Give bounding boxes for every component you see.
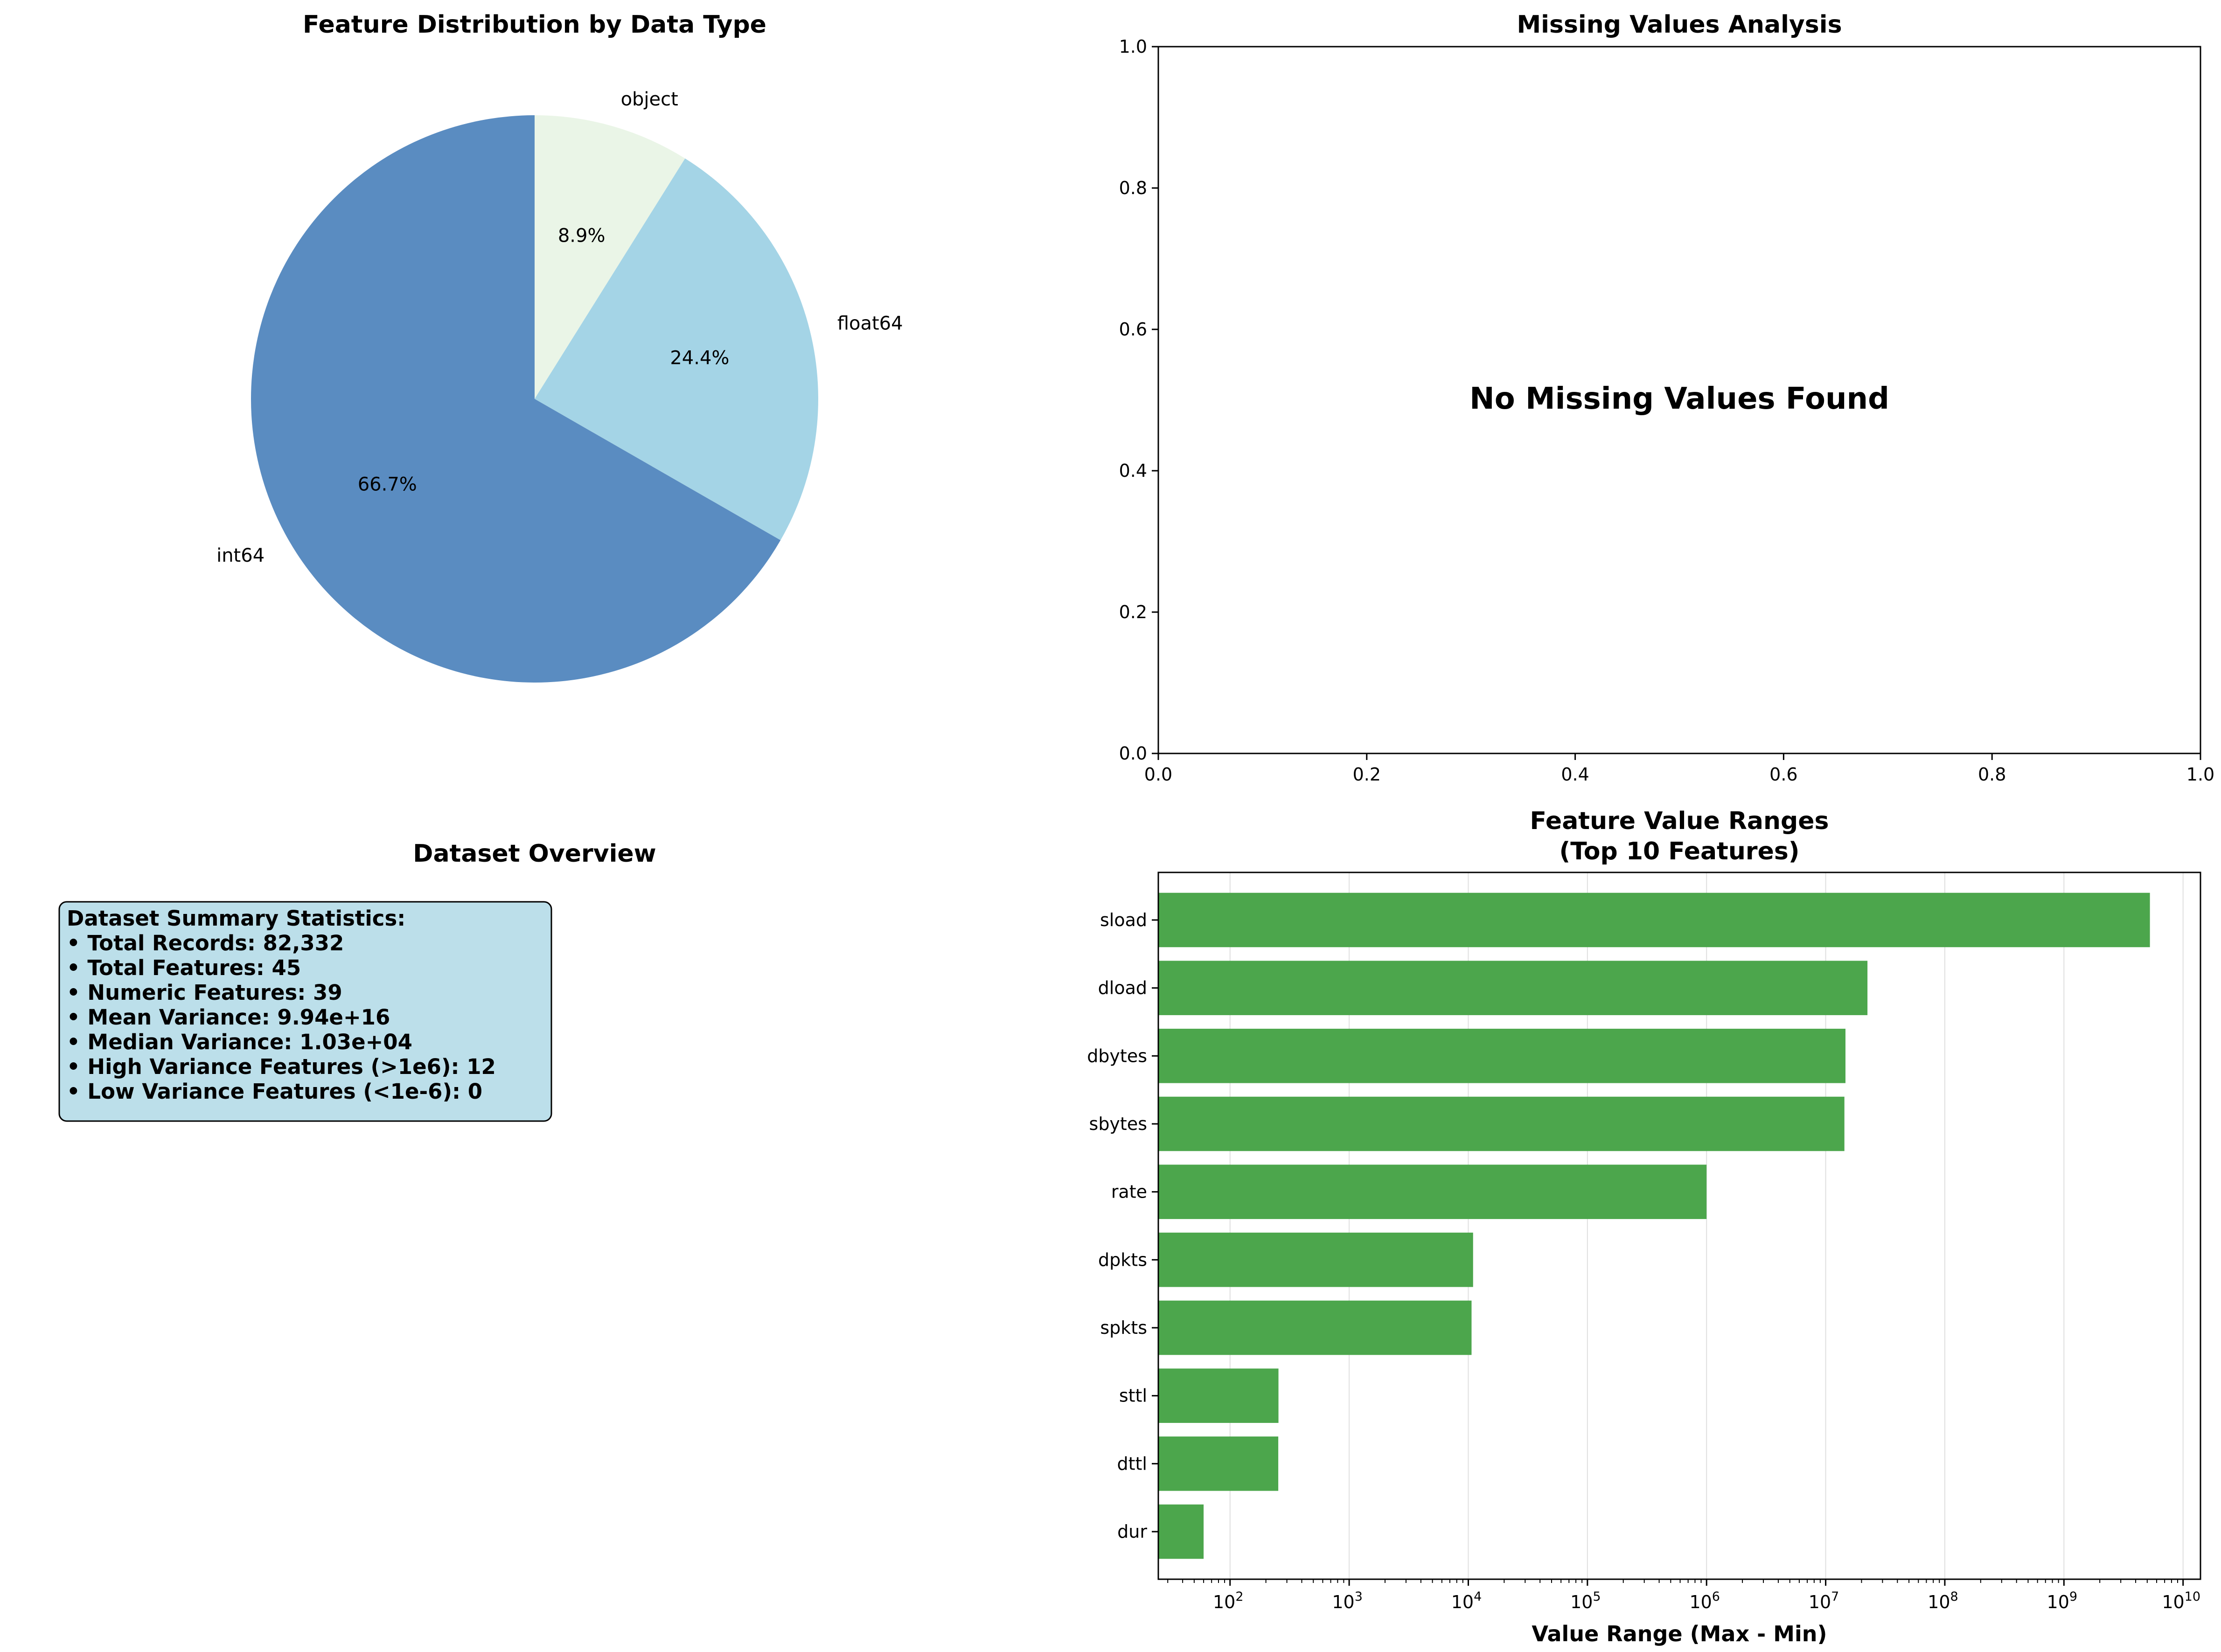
missing-values-ticks: 0.0 0.2 0.4 0.6 0.8 1.0 0.0 0.2 0.4 0.6 0.8 1.0 — [1119, 36, 2215, 785]
pie-pct-object: 8.9% — [558, 225, 606, 246]
pie-chart-panel: Feature Distribution by Data Type object… — [216, 11, 903, 683]
value-ranges-ticks: 102 103 104 105 106 107 108 109 1010 sload dload db… — [1087, 910, 2200, 1612]
missing-values-title: Missing Values Analysis — [1517, 11, 1842, 39]
value-ranges-panel: Feature Value Ranges (Top 10 Features) 1… — [1087, 807, 2201, 1646]
bar-label-sttl: sttl — [1119, 1386, 1147, 1406]
bar-label-sbytes: sbytes — [1089, 1114, 1147, 1134]
summary-line: • Total Records: 82,332 — [67, 931, 344, 955]
value-ranges-bars — [1158, 892, 2150, 1559]
mv-xtick-label: 1.0 — [2186, 764, 2214, 785]
value-ranges-title-line-2: (Top 10 Features) — [1559, 837, 1799, 865]
bar-label-dttl: dttl — [1117, 1453, 1147, 1474]
summary-line: • Median Variance: 1.03e+04 — [67, 1030, 412, 1054]
mv-ytick-label: 0.4 — [1119, 460, 1147, 481]
vr-xtick-label: 109 — [2047, 1589, 2078, 1612]
mv-ytick-label: 0.2 — [1119, 602, 1147, 622]
bar-label-dpkts: dpkts — [1098, 1249, 1147, 1270]
bar-dpkts — [1158, 1233, 1473, 1287]
vr-xtick-label: 108 — [1928, 1589, 1958, 1612]
mv-xtick-label: 0.8 — [1978, 764, 2006, 785]
summary-line: • Low Variance Features (<1e-6): 0 — [67, 1079, 482, 1104]
mv-xtick-label: 0.2 — [1353, 764, 1381, 785]
bar-dur — [1158, 1504, 1204, 1559]
bar-spkts — [1158, 1300, 1472, 1355]
vr-xtick-label: 103 — [1332, 1589, 1363, 1612]
bar-sbytes — [1158, 1096, 1845, 1151]
pie-slice-float64 — [535, 158, 818, 540]
summary-line: • Numeric Features: 39 — [67, 980, 342, 1005]
bar-sload — [1158, 892, 2150, 948]
vr-xtick-label: 105 — [1570, 1589, 1601, 1612]
bar-dttl — [1158, 1436, 1279, 1491]
missing-values-panel: Missing Values Analysis 0.0 0.2 0.4 0.6 0.8 1… — [1119, 11, 2215, 785]
mv-xtick-label: 0.6 — [1769, 764, 1797, 785]
pie-labels: object 8.9% float64 24.4% int64 66.7% — [216, 89, 903, 566]
vr-xtick-label: 104 — [1451, 1589, 1482, 1612]
value-ranges-xlabel: Value Range (Max - Min) — [1532, 1621, 1827, 1646]
value-ranges-axes-frame — [1157, 871, 2201, 1580]
bar-label-dload: dload — [1098, 978, 1147, 998]
bar-label-dur: dur — [1117, 1521, 1147, 1542]
vr-xtick-label: 1010 — [2162, 1589, 2200, 1612]
pie-label-float64: float64 — [837, 313, 903, 335]
bar-dbytes — [1158, 1029, 1846, 1083]
vr-xtick-label: 102 — [1213, 1589, 1244, 1612]
pie-slice-object — [535, 115, 685, 399]
summary-heading: Dataset Summary Statistics: — [67, 906, 405, 931]
mv-ytick-label: 0.8 — [1119, 178, 1147, 198]
bar-label-spkts: spkts — [1100, 1317, 1147, 1338]
summary-lines: Dataset Summary Statistics:• Total Recor… — [67, 906, 496, 1104]
bar-label-sload: sload — [1100, 910, 1147, 930]
mv-ytick-label: 0.0 — [1119, 743, 1147, 764]
pie-slices — [251, 115, 818, 683]
value-ranges-title-line-1: Feature Value Ranges — [1530, 807, 1829, 835]
summary-line: • Total Features: 45 — [67, 955, 301, 980]
dataset-overview-title: Dataset Overview — [413, 840, 656, 868]
bar-sttl — [1158, 1368, 1279, 1423]
mv-xtick-label: 0.0 — [1144, 764, 1172, 785]
pie-label-object: object — [621, 89, 678, 110]
vr-xtick-label: 107 — [1809, 1589, 1839, 1612]
summary-box — [58, 901, 552, 1122]
pie-slice-int64 — [251, 115, 781, 683]
summary-line: • Mean Variance: 9.94e+16 — [67, 1005, 390, 1030]
bar-label-rate: rate — [1111, 1182, 1147, 1202]
bar-rate — [1158, 1164, 1707, 1219]
dataset-overview-panel: Dataset Overview Dataset Summary Statist… — [58, 840, 656, 1122]
mv-ytick-label: 1.0 — [1119, 36, 1147, 57]
mv-xtick-label: 0.4 — [1561, 764, 1589, 785]
summary-line: • High Variance Features (>1e6): 12 — [67, 1054, 496, 1079]
bar-label-dbytes: dbytes — [1087, 1046, 1147, 1066]
mv-ytick-label: 0.6 — [1119, 319, 1147, 340]
pie-label-int64: int64 — [216, 545, 265, 566]
missing-values-axes-frame — [1157, 46, 2201, 754]
missing-values-message: No Missing Values Found — [1469, 382, 1889, 416]
bar-dload — [1158, 961, 1868, 1015]
pie-chart-title: Feature Distribution by Data Type — [303, 11, 766, 39]
pie-pct-float64: 24.4% — [670, 347, 729, 369]
vr-xtick-label: 106 — [1689, 1589, 1720, 1612]
pie-pct-int64: 66.7% — [358, 474, 417, 495]
